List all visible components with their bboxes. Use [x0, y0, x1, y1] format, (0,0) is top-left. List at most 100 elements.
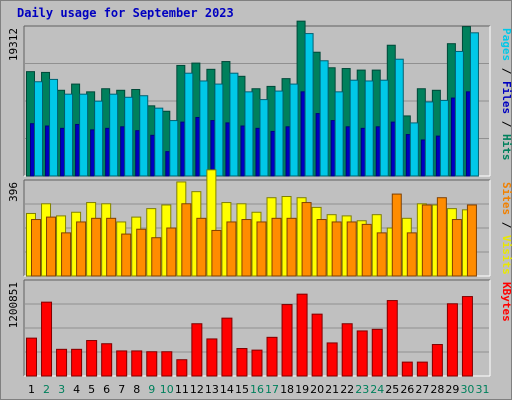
- day-label-27: 27: [415, 383, 429, 396]
- day-label-4: 4: [73, 383, 80, 396]
- hits-bar-pages-day-20: [319, 60, 329, 177]
- visits-bar-sites-day-25: [391, 193, 402, 277]
- kbytes-bar-kbytes-day-5: [86, 340, 98, 377]
- day-label-3: 3: [58, 383, 65, 396]
- kbytes-bar-kbytes-day-30: [461, 296, 473, 377]
- visits-legend-item: Visits: [500, 235, 512, 275]
- hits-bar-pages-day-9: [154, 107, 164, 177]
- hits-bar-pages-day-3: [64, 93, 74, 177]
- kbytes-bar-kbytes-day-10: [161, 351, 173, 377]
- kbytes-side-legend: KBytes: [500, 282, 512, 322]
- day-label-16: 16: [250, 383, 264, 396]
- day-label-26: 26: [400, 383, 414, 396]
- kbytes-bar-kbytes-day-2: [41, 301, 53, 377]
- day-label-15: 15: [235, 383, 249, 396]
- visits-legend-item: Sites: [500, 182, 512, 215]
- hits-bar-pages-day-11: [184, 72, 194, 177]
- hits-bar-pages-day-2: [49, 78, 59, 177]
- hits-bar-pages-day-7: [124, 96, 134, 177]
- day-label-24: 24: [370, 383, 384, 396]
- day-label-1: 1: [28, 383, 35, 396]
- hits-bar-pages-day-15: [244, 91, 254, 177]
- hits-bar-pages-day-21: [334, 91, 344, 177]
- kbytes-bar-kbytes-day-3: [56, 348, 68, 377]
- visits-bar-sites-day-4: [76, 221, 87, 277]
- day-label-12: 12: [190, 383, 204, 396]
- visits-bar-sites-day-7: [121, 233, 132, 277]
- hits-bar-pages-day-27: [424, 101, 434, 177]
- hits-bar-pages-day-6: [109, 93, 119, 177]
- kbytes-bar-kbytes-day-18: [281, 304, 293, 377]
- kbytes-bar-kbytes-day-8: [131, 350, 143, 377]
- hits-legend-item: Files: [500, 81, 512, 114]
- visits-side-legend: Sites / Visits: [500, 182, 512, 275]
- day-label-30: 30: [460, 383, 474, 396]
- day-label-18: 18: [280, 383, 294, 396]
- visits-bar-sites-day-24: [376, 232, 387, 277]
- kbytes-bar-kbytes-day-9: [146, 351, 158, 377]
- hits-bar-pages-day-29: [454, 50, 464, 177]
- kbytes-bar-kbytes-day-6: [101, 343, 113, 377]
- day-label-31: 31: [475, 383, 489, 396]
- hits-bar-pages-day-13: [214, 83, 224, 177]
- day-label-25: 25: [385, 383, 399, 396]
- kbytes-bar-kbytes-day-14: [221, 317, 233, 377]
- kbytes-max-label: 1200851: [7, 282, 20, 328]
- hits-bar-pages-day-8: [139, 95, 149, 177]
- visits-bar-sites-day-22: [346, 221, 357, 277]
- day-label-2: 2: [43, 383, 50, 396]
- kbytes-bar-kbytes-day-1: [26, 337, 37, 377]
- kbytes-bar-kbytes-day-24: [371, 328, 383, 377]
- day-label-8: 8: [133, 383, 140, 396]
- day-label-29: 29: [445, 383, 459, 396]
- hits-bar-pages-day-1: [34, 81, 43, 177]
- kbytes-bar-kbytes-day-20: [311, 313, 323, 377]
- hits-bar-pages-day-12: [199, 80, 209, 177]
- hits-side-legend: Pages / Files / Hits: [500, 28, 512, 161]
- day-label-21: 21: [325, 383, 339, 396]
- hits-bar-pages-day-4: [79, 93, 89, 177]
- kbytes-bar-kbytes-day-26: [401, 361, 413, 377]
- hits-bar-pages-day-19: [304, 33, 314, 177]
- hits-legend-item: Hits: [500, 134, 512, 161]
- kbytes-bar-kbytes-day-15: [236, 348, 248, 377]
- day-label-14: 14: [220, 383, 234, 396]
- hits-bar-pages-day-30: [469, 32, 479, 177]
- visits-bar-sites-day-28: [436, 197, 447, 277]
- kbytes-bar-kbytes-day-28: [431, 344, 443, 377]
- visits-bar-sites-day-10: [166, 227, 177, 277]
- day-label-5: 5: [88, 383, 95, 396]
- visits-max-label: 396: [7, 182, 20, 202]
- hits-bar-pages-day-10: [169, 120, 179, 177]
- day-label-19: 19: [295, 383, 309, 396]
- hits-bar-pages-day-26: [409, 122, 419, 177]
- day-label-13: 13: [205, 383, 219, 396]
- visits-bar-sites-day-3: [61, 232, 72, 277]
- visits-legend-item: /: [500, 215, 512, 235]
- hits-legend-item: /: [500, 114, 512, 134]
- hits-bar-pages-day-28: [439, 99, 449, 177]
- day-label-23: 23: [355, 383, 369, 396]
- visits-bar-sites-day-23: [361, 223, 372, 277]
- day-label-11: 11: [175, 383, 189, 396]
- visits-bar-sites-day-9: [151, 237, 162, 277]
- visits-bar-sites-day-11: [181, 203, 192, 277]
- kbytes-bar-kbytes-day-19: [296, 293, 308, 377]
- day-label-22: 22: [340, 383, 354, 396]
- kbytes-bar-kbytes-day-17: [266, 336, 278, 377]
- visits-bar-sites-day-16: [256, 221, 267, 277]
- day-label-28: 28: [430, 383, 444, 396]
- visits-bar-sites-day-5: [91, 217, 102, 277]
- kbytes-bar-kbytes-day-11: [176, 359, 188, 377]
- hits-bar-pages-day-25: [394, 58, 404, 177]
- visits-bar-sites-day-12: [196, 217, 207, 277]
- day-label-17: 17: [265, 383, 279, 396]
- day-label-9: 9: [148, 383, 155, 396]
- kbytes-bar-kbytes-day-12: [191, 323, 203, 377]
- visits-bar-sites-day-30: [466, 204, 477, 277]
- kbytes-bar-kbytes-day-23: [356, 330, 368, 377]
- visits-bar-sites-day-15: [241, 219, 252, 277]
- day-label-20: 20: [310, 383, 324, 396]
- hits-bar-pages-day-17: [274, 90, 284, 177]
